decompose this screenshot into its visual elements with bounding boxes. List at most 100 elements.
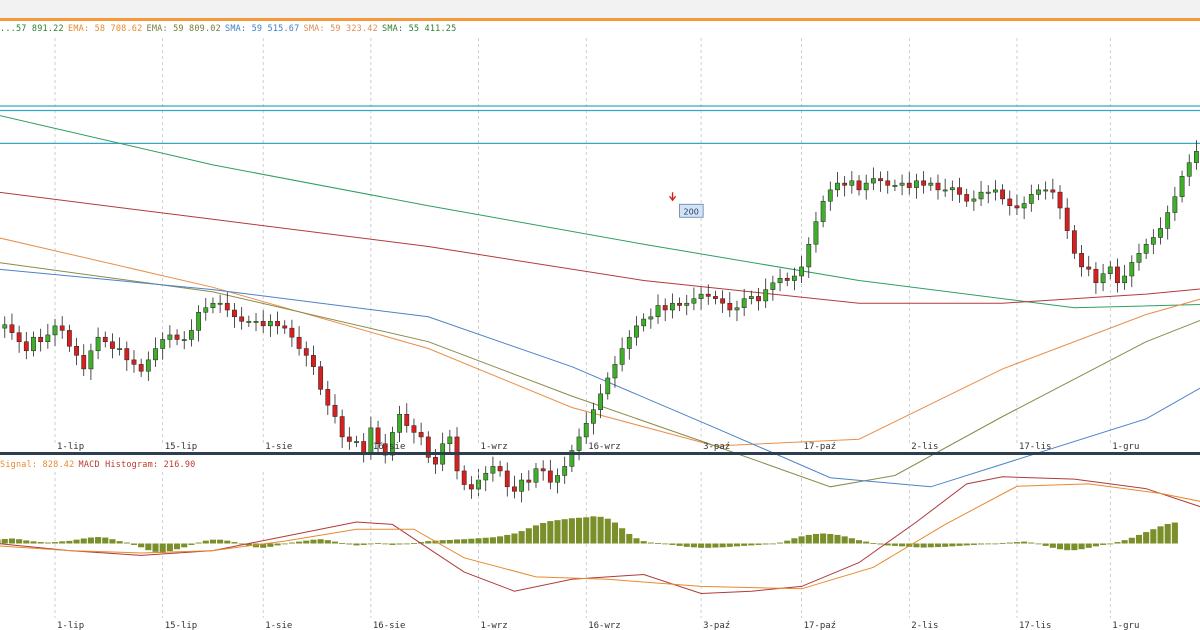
candle-body-151 — [1079, 253, 1084, 268]
candle-body-162 — [1158, 228, 1163, 238]
macd-histogram-bar-69 — [489, 537, 496, 544]
macd-histogram-bar-61 — [432, 540, 439, 544]
candle-body-2 — [9, 324, 15, 333]
candle-body-17 — [117, 348, 123, 350]
macd-histogram-bar-102 — [726, 543, 733, 547]
macd-histogram-bar-148 — [1056, 543, 1064, 550]
macd-histogram-bar-158 — [1128, 537, 1135, 544]
candle-body-145 — [1036, 189, 1041, 195]
candle-body-118 — [842, 182, 848, 186]
macd-histogram-bar-20 — [138, 543, 145, 548]
candle-body-121 — [863, 182, 869, 191]
candle-body-161 — [1150, 237, 1156, 245]
candle-body-9 — [59, 325, 65, 331]
candle-body-98 — [698, 293, 704, 299]
candle-body-163 — [1165, 212, 1171, 229]
price-horizontal-levels — [0, 105, 1200, 145]
macd-histogram-bar-109 — [777, 542, 784, 544]
candle-body-84 — [598, 393, 603, 410]
macd-histogram-bar-130 — [927, 543, 934, 548]
candle-body-74 — [526, 479, 532, 483]
candle-body-60 — [425, 436, 431, 458]
macd-histogram-bar-74 — [525, 528, 532, 544]
x-tick-label-9: 17-lis — [1019, 442, 1052, 452]
candle-body-78 — [555, 475, 560, 483]
ema-line — [0, 237, 1200, 447]
macd-histogram-bar-119 — [848, 538, 855, 544]
x-tick-label-3: 16-sie — [373, 621, 406, 630]
macd-histogram-bar-15 — [102, 537, 109, 544]
macd-histogram-bar-135 — [963, 543, 970, 546]
macd-histogram-bar-88 — [626, 533, 633, 544]
macd-histogram-bar-113 — [805, 534, 812, 544]
macd-histogram-bar-98 — [698, 543, 705, 548]
candle-body-115 — [820, 200, 826, 222]
indicator-legend-item-4: SMA: 59 323.42 — [304, 24, 378, 34]
candle-body-10 — [66, 330, 72, 347]
candle-body-116 — [827, 189, 833, 202]
candle-body-80 — [569, 450, 575, 467]
macd-histogram-bar-132 — [942, 543, 949, 547]
macd-histogram-bar-32 — [224, 540, 231, 544]
candle-body-28 — [196, 312, 201, 331]
macd-histogram-bar-115 — [820, 533, 827, 544]
macd-histogram-bar-92 — [654, 543, 662, 544]
candle-body-157 — [1122, 275, 1128, 284]
macd-histogram-bar-77 — [547, 521, 554, 544]
macd-histogram-bar-51 — [360, 543, 367, 545]
candle-body-26 — [181, 339, 187, 341]
candle-body-83 — [591, 409, 596, 424]
macd-histogram-bar-150 — [1071, 543, 1078, 551]
candle-body-135 — [964, 194, 970, 202]
x-tick-label-2: 1-sie — [265, 442, 292, 452]
macd-histogram-bar-9 — [59, 541, 66, 544]
candle-body-124 — [885, 180, 891, 186]
macd-histogram-bar-108 — [769, 543, 776, 545]
macd-histogram-bar-22 — [152, 543, 159, 552]
macd-histogram-bar-103 — [733, 543, 741, 547]
candle-body-24 — [167, 334, 173, 340]
candle-body-31 — [217, 302, 223, 305]
macd-histogram-bar-95 — [676, 543, 683, 546]
candle-body-15 — [102, 336, 108, 342]
x-tick-label-1: 15-lip — [165, 442, 198, 452]
candle-body-123 — [878, 178, 883, 182]
candle-body-3 — [16, 332, 22, 342]
macd-histogram-bar-25 — [174, 543, 181, 550]
macd-histogram-bar-76 — [540, 523, 547, 544]
candle-body-101 — [720, 298, 726, 304]
candle-body-40 — [282, 325, 288, 329]
candle-body-150 — [1071, 230, 1077, 254]
macd-histogram-bar-4 — [23, 540, 30, 544]
candle-body-71 — [504, 470, 510, 488]
macd-histogram-bar-91 — [647, 542, 654, 544]
candle-body-49 — [346, 436, 352, 442]
candle-body-126 — [899, 182, 905, 186]
macd-histogram-bar-94 — [669, 543, 676, 545]
macd-histogram-bar-105 — [748, 543, 755, 546]
macd-histogram-bar-29 — [202, 540, 209, 544]
sma-blue-line — [0, 268, 1200, 488]
macd-histogram-bar-101 — [719, 543, 726, 548]
sma-200-line — [0, 115, 1200, 309]
candle-body-144 — [1028, 194, 1034, 204]
candle-body-89 — [634, 325, 639, 338]
candle-body-12 — [81, 355, 87, 370]
candle-body-39 — [275, 321, 280, 327]
candle-body-95 — [677, 302, 682, 306]
x-tick-label-0: 1-lip — [57, 442, 84, 452]
candle-body-69 — [490, 466, 496, 474]
macd-histogram-bar-13 — [87, 537, 94, 544]
candle-body-86 — [612, 364, 618, 379]
macd-histogram-bar-139 — [992, 543, 999, 545]
macd-histogram-bar-85 — [604, 518, 611, 544]
macd-histogram-bar-78 — [554, 520, 561, 544]
macd-histogram-bar-8 — [51, 542, 59, 544]
macd-histogram-bar-40 — [281, 543, 288, 545]
candle-body-131 — [935, 182, 941, 191]
candle-body-155 — [1107, 266, 1113, 274]
macd-histogram-bar-127 — [906, 543, 913, 547]
macd-histogram-bar-121 — [863, 541, 870, 544]
macd-histogram-bar-16 — [109, 539, 116, 544]
candle-body-139 — [993, 189, 998, 193]
